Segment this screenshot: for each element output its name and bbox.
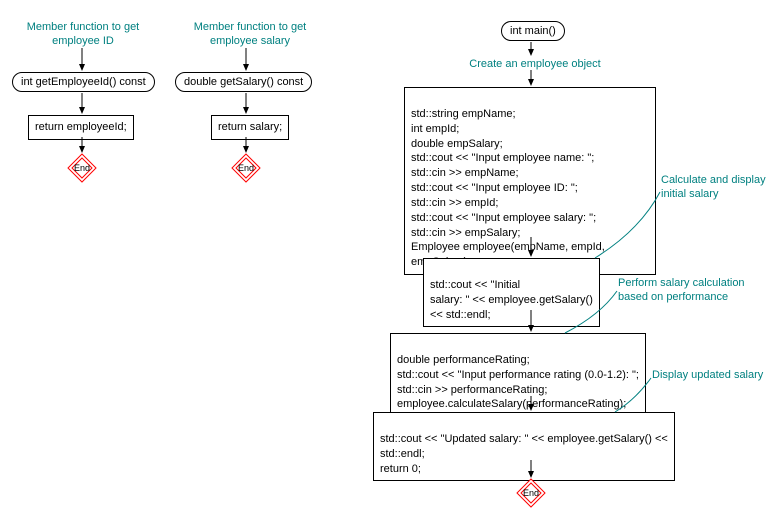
col1-terminal-text: int getEmployeeId() const — [21, 76, 146, 88]
col3-ann1: Calculate and display initial salary — [661, 173, 781, 202]
col2-heading-text: Member function to get employee salary — [194, 21, 307, 47]
col3-ann2-text: Perform salary calculation based on perf… — [618, 277, 745, 303]
col3-ann3-text: Display updated salary — [652, 369, 763, 381]
col3-proc4: std::cout << "Updated salary: " << emplo… — [373, 412, 675, 481]
col3-terminal-text: int main() — [510, 25, 556, 37]
col3-proc2-text: std::cout << "Initial salary: " << emplo… — [430, 279, 593, 321]
col3-heading: Create an employee object — [450, 57, 620, 71]
col3-proc3-text: double performanceRating; std::cout << "… — [397, 354, 639, 411]
col1-terminal: int getEmployeeId() const — [12, 72, 155, 92]
col3-ann2: Perform salary calculation based on perf… — [618, 276, 768, 305]
svg-text:End: End — [74, 163, 90, 173]
col3-proc1-text: std::string empName; int empId; double e… — [411, 108, 605, 268]
col3-heading-text: Create an employee object — [469, 58, 600, 70]
col3-end: End — [516, 478, 546, 508]
col3-proc2: std::cout << "Initial salary: " << emplo… — [423, 258, 600, 327]
col1-process: return employeeId; — [28, 115, 134, 140]
col2-process-text: return salary; — [218, 121, 282, 133]
svg-text:End: End — [238, 163, 254, 173]
col1-heading: Member function to get employee ID — [18, 20, 148, 49]
col1-end: End — [67, 153, 97, 183]
col3-terminal: int main() — [501, 21, 565, 41]
col3-proc1: std::string empName; int empId; double e… — [404, 87, 656, 275]
col3-ann1-text: Calculate and display initial salary — [661, 174, 766, 200]
svg-text:End: End — [523, 488, 539, 498]
col3-proc3: double performanceRating; std::cout << "… — [390, 333, 646, 417]
col2-process: return salary; — [211, 115, 289, 140]
col2-terminal: double getSalary() const — [175, 72, 312, 92]
col2-end: End — [231, 153, 261, 183]
col3-proc4-text: std::cout << "Updated salary: " << emplo… — [380, 433, 668, 475]
col1-process-text: return employeeId; — [35, 121, 127, 133]
col3-ann3: Display updated salary — [652, 368, 782, 382]
col2-terminal-text: double getSalary() const — [184, 76, 303, 88]
col1-heading-text: Member function to get employee ID — [27, 21, 140, 47]
col2-heading: Member function to get employee salary — [175, 20, 325, 49]
